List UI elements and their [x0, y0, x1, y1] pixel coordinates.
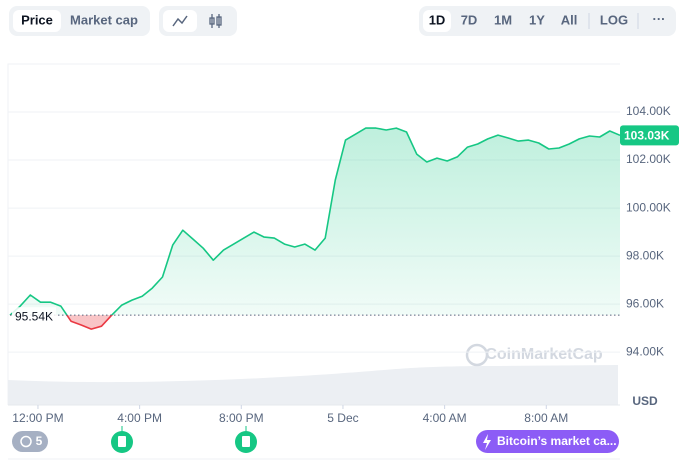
range-1m[interactable]: 1M — [494, 12, 512, 27]
range-toggle — [419, 6, 676, 36]
price-line — [9, 127, 621, 330]
view-selected — [13, 10, 61, 32]
news-badge[interactable] — [476, 430, 619, 453]
watermark: CoinMarketCap — [485, 346, 603, 363]
baseline-label-bg — [12, 307, 56, 324]
range-7d[interactable]: 7D — [461, 12, 478, 27]
x-tick-label: 8:00 AM — [524, 411, 568, 425]
plot-frame — [7, 63, 620, 405]
y-tick-label: 102.00K — [626, 152, 671, 166]
y-tick-label: 94.00K — [626, 344, 664, 358]
bolt-icon — [483, 434, 491, 450]
y-tick-label: 96.00K — [626, 296, 664, 310]
watermark-logo — [465, 343, 489, 367]
x-tick-label: 5 Dec — [327, 411, 358, 425]
area — [10, 128, 620, 330]
market-cap-button[interactable]: Market cap — [70, 12, 138, 27]
event-count: 5 — [36, 434, 43, 448]
volume-backdrop — [8, 365, 618, 405]
event-count-badge[interactable] — [12, 431, 48, 452]
y-tick-label: 98.00K — [626, 248, 664, 262]
doc-icon — [118, 436, 126, 447]
news-text: Bitcoin’s market ca... — [497, 434, 617, 448]
range-selected — [423, 10, 451, 32]
price-button[interactable]: Price — [21, 12, 53, 27]
x-tick-label: 4:00 AM — [423, 411, 467, 425]
baseline-label: 95.54K — [15, 309, 53, 323]
y-tick-label: 100.00K — [626, 200, 671, 214]
line-icon — [172, 15, 188, 27]
candle-icon[interactable] — [209, 14, 222, 28]
x-tick-label: 4:00 PM — [117, 411, 162, 425]
current-price-label: 103.03K — [624, 128, 670, 142]
x-tick-label: 8:00 PM — [219, 411, 264, 425]
range-1d[interactable]: 1D — [429, 12, 446, 27]
doc-icon — [242, 436, 250, 447]
y-tick-label: 104.00K — [626, 104, 671, 118]
range-all[interactable]: All — [561, 12, 578, 27]
log-button[interactable]: LOG — [600, 12, 628, 27]
more-button[interactable]: ··· — [653, 11, 666, 26]
range-1y[interactable]: 1Y — [529, 12, 545, 27]
y-unit: USD — [632, 394, 658, 408]
x-tick-label: 12:00 PM — [12, 411, 63, 425]
current-price-tag — [620, 125, 679, 146]
clock-icon — [20, 435, 32, 448]
